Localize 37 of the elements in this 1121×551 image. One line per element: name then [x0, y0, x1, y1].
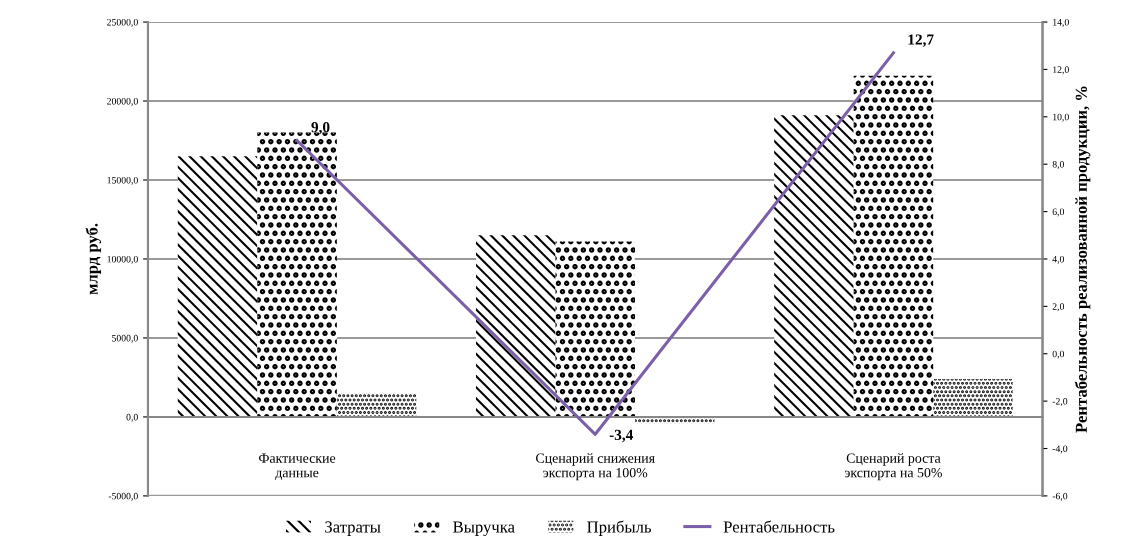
bar: [555, 241, 636, 417]
y2-tick-label: 8,0: [1052, 161, 1065, 170]
y2-tick-label: 12,0: [1053, 66, 1069, 75]
data-label: 12,7: [908, 34, 934, 47]
y2-tick-label: 14,0: [1053, 18, 1069, 27]
x-tick-label: Сценарий роста экспорта на 50%: [844, 453, 942, 481]
y2-tick-label: 10,0: [1053, 113, 1069, 122]
y-tick-label: 5000,0: [112, 334, 138, 343]
y2-axis-title: Рентабельность реализованной продукции, %: [1074, 86, 1091, 433]
legend-label: Прибыль: [587, 520, 652, 536]
y-axis-title: млрд руб.: [85, 223, 102, 295]
y2-tick-label: 4,0: [1052, 255, 1065, 264]
y-tick-label: 15000,0: [107, 176, 138, 185]
legend-label: Выручка: [453, 521, 515, 536]
y-tick-label: 10000,0: [107, 255, 138, 264]
legend-label: Рентабельность: [723, 520, 835, 533]
y2-tick-label: -2,0: [1052, 398, 1068, 406]
bar: [853, 75, 934, 417]
bar: [774, 115, 854, 417]
legend-label: Затраты: [325, 521, 381, 536]
y2-tick-label: -4,0: [1052, 445, 1068, 454]
bar: [475, 235, 556, 417]
y2-tick-label: -6,0: [1052, 492, 1068, 501]
bar: [933, 379, 1013, 417]
y-tick-label: 20000,0: [107, 97, 138, 106]
y-tick-label: 0,0: [126, 413, 138, 422]
y-tick-label: 25000,0: [107, 18, 138, 27]
x-tick-label: Сценарий снижения экспорта на 100%: [536, 453, 655, 481]
y2-tick-label: 0,0: [1052, 350, 1065, 359]
data-label: -3,4: [609, 429, 634, 443]
y2-tick-label: 6,0: [1052, 208, 1065, 217]
y-tick-label: -5000,0: [108, 492, 138, 501]
x-tick-label: Фактические данные: [259, 453, 336, 480]
data-label: 9,0: [311, 122, 330, 135]
bar: [177, 156, 258, 417]
y2-tick-label: 2,0: [1052, 303, 1065, 312]
bar: [336, 393, 417, 417]
